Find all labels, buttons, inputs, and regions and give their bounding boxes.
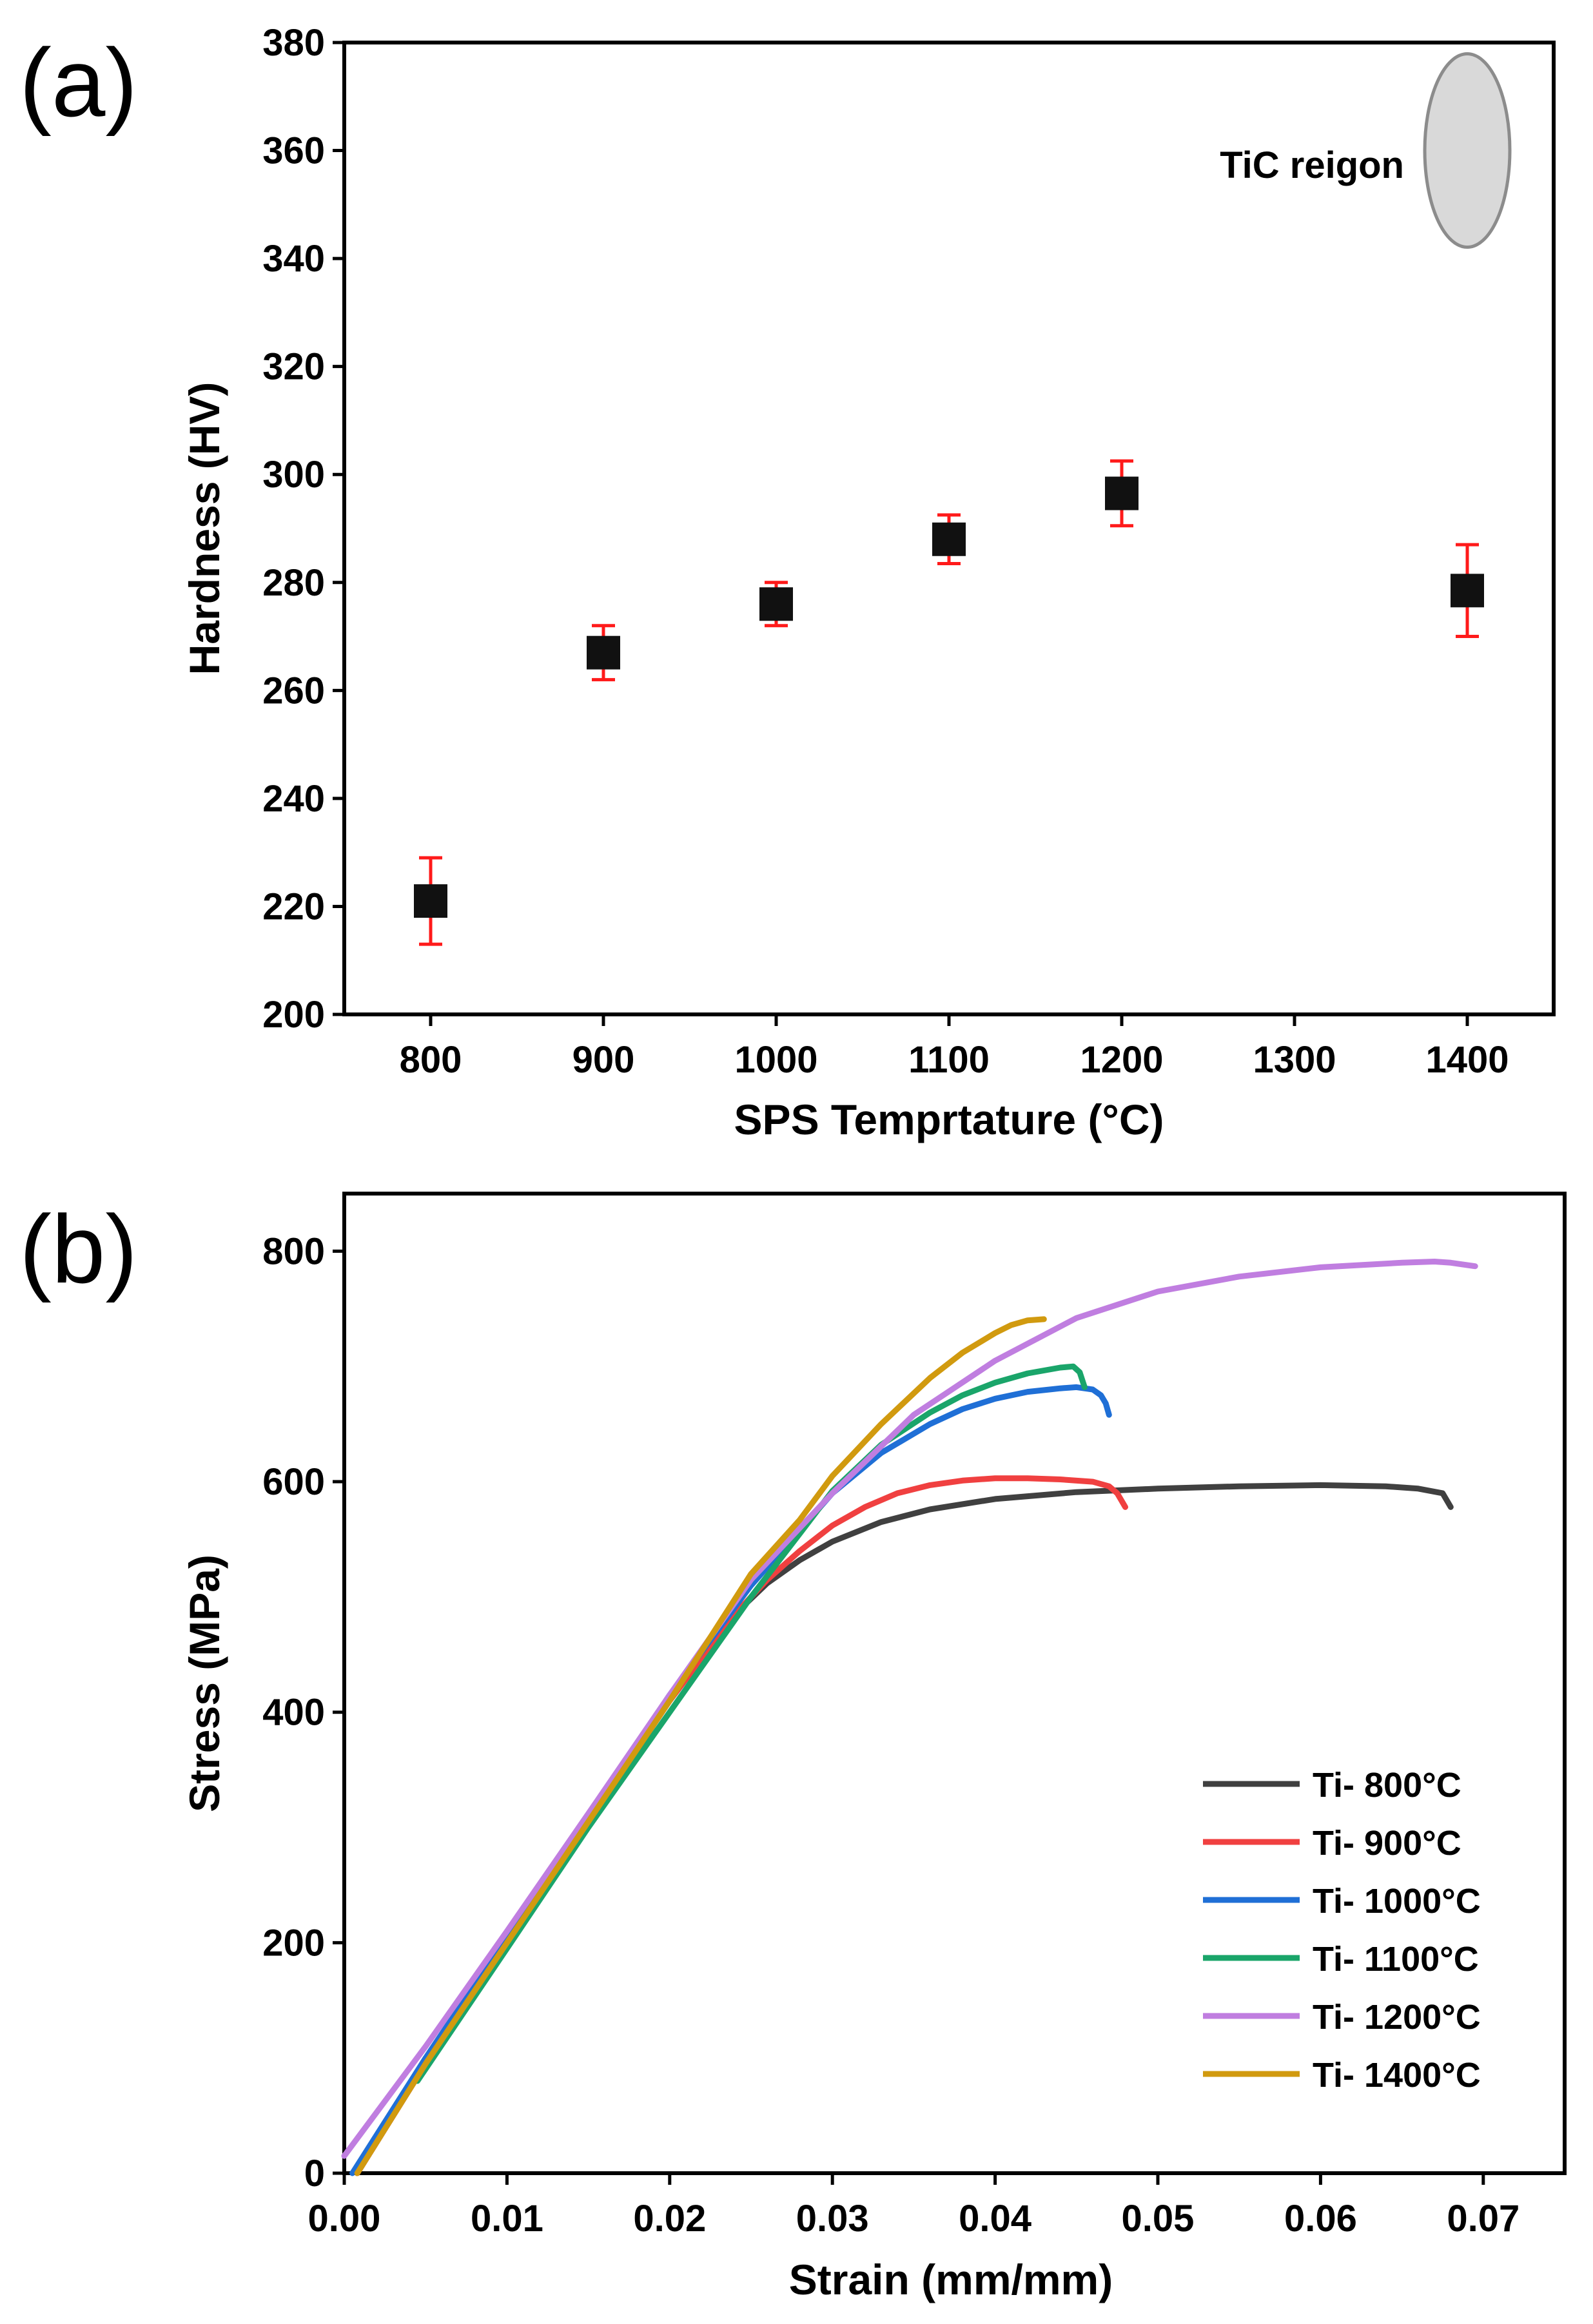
data-marker [587,635,620,670]
panel-a-y-tick-label: 260 [262,670,325,712]
panel-a-y-tick-label: 220 [262,886,325,927]
panel-a-y-tick-label: 320 [262,346,325,388]
panel-b-series [341,1259,1478,2176]
data-point [1105,459,1139,528]
panel-b-x-tick-label: 0.04 [959,2198,1031,2240]
legend-label: Ti- 900°C [1313,1824,1461,1863]
series-line [415,1363,1088,2084]
data-marker [1105,476,1139,510]
panel-a-annotation: TiC reigon [1220,52,1512,249]
series-line [354,1475,1128,2176]
panel-b-y-tick-label: 600 [262,1461,325,1503]
data-marker [932,522,966,556]
panel-a-label: (a) [19,28,137,137]
tic-region-ellipse [1423,52,1512,249]
data-marker [414,884,447,918]
data-point [759,581,793,628]
panel-b-y-tick-label: 200 [262,1922,325,1964]
panel-b-x-tick-label: 0.05 [1122,2198,1195,2240]
data-point [1451,543,1484,639]
panel-b-y-tick-label: 0 [304,2153,325,2194]
panel-a-y-tick-label: 280 [262,562,325,604]
tic-region-label: TiC reigon [1220,144,1404,186]
panel-a-x-tick-label: 900 [572,1039,635,1081]
panel-b-legend: Ti- 800°C Ti- 900°C Ti- 1000°C Ti- 1100°C Ti… [1203,1766,1481,2095]
panel-b-y-tick-label: 800 [262,1230,325,1272]
data-point [587,624,620,682]
panel-a-x-tick-label: 1200 [1080,1039,1163,1081]
panel-b-x-tick-label: 0.02 [633,2198,706,2240]
legend-label: Ti- 800°C [1313,1766,1461,1805]
panel-a-x-tick-label: 1000 [734,1039,817,1081]
panel-a-y-tick-label: 240 [262,778,325,820]
panel-b-x-ticks: 0.00 0.01 0.02 0.03 0.04 0.05 0.06 0.07 [308,2173,1520,2240]
panel-a-y-tick-label: 360 [262,130,325,172]
panel-a-y-tick-label: 380 [262,22,325,64]
panel-b-label: (b) [19,1195,137,1303]
data-marker [759,587,793,621]
panel-a-x-axis-title: SPS Temprtature (°C) [734,1096,1164,1143]
panel-a-data-points [414,113,1484,946]
panel-b-y-ticks: 0 200 400 600 800 [262,1230,344,2194]
series-line [341,1259,1478,2159]
panel-b-x-tick-label: 0.07 [1447,2198,1520,2240]
panel-a-x-tick-label: 1400 [1425,1039,1509,1081]
panel-b-x-tick-label: 0.03 [796,2198,869,2240]
panel-a-x-ticks: 800 900 1000 1100 1200 1300 1400 [400,1014,1509,1081]
series-line [349,1384,1112,2176]
data-marker [1451,574,1484,608]
panel-a-y-ticks: 200 220 240 260 280 300 320 340 360 380 [262,22,344,1036]
panel-a-x-tick-label: 1300 [1253,1039,1336,1081]
panel-a-y-tick-label: 200 [262,994,325,1036]
legend-label: Ti- 1400°C [1313,2056,1481,2095]
panel-a-x-tick-label: 800 [400,1039,462,1081]
legend-label: Ti- 1200°C [1313,1998,1481,2037]
panel-b-x-tick-label: 0.01 [471,2198,543,2240]
panel-a-hardness-chart: (a) 200 220 240 260 280 300 320 340 360 380 800 90… [19,22,1556,1143]
data-point [414,856,447,946]
panel-b-y-tick-label: 400 [262,1692,325,1734]
panel-a-y-axis-title: Hardness (HV) [181,382,228,675]
panel-b-y-axis-title: Stress (MPa) [181,1554,228,1812]
panel-b-x-tick-label: 0.00 [308,2198,381,2240]
series-line [354,1482,1454,2176]
panel-b-plot-frame [342,1192,1567,2175]
panel-b-x-axis-title: Strain (mm/mm) [789,2256,1113,2303]
series-line [354,1316,1047,2176]
data-point [932,513,966,565]
panel-a-y-tick-label: 340 [262,238,325,280]
panel-a-x-tick-label: 1100 [908,1039,990,1081]
panel-a-y-tick-label: 300 [262,454,325,496]
panel-b-x-tick-label: 0.06 [1284,2198,1357,2240]
legend-label: Ti- 1100°C [1313,1940,1479,1979]
legend-label: Ti- 1000°C [1313,1882,1481,1921]
